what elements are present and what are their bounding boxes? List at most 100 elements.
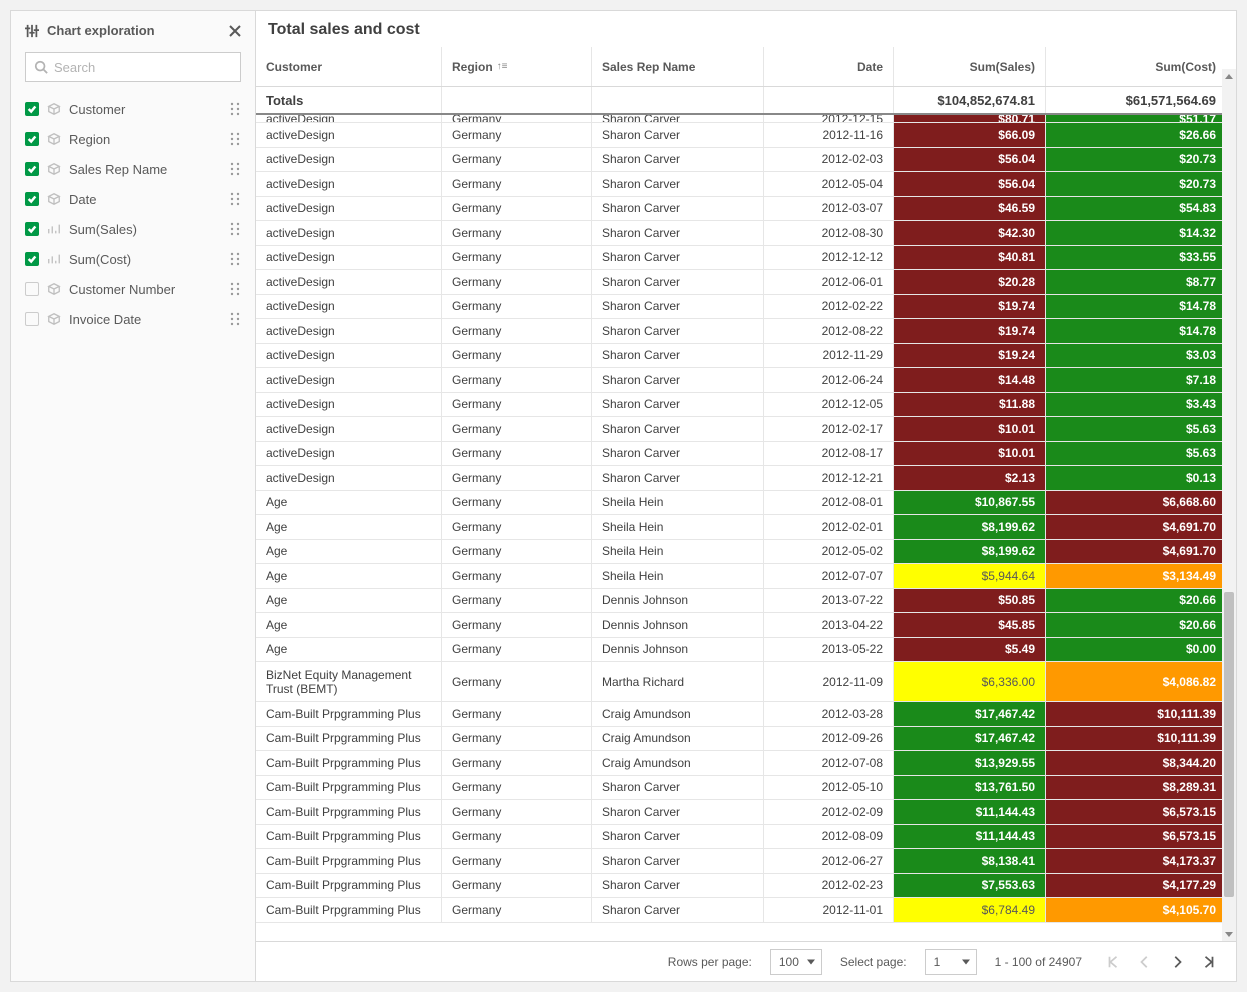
- table-row[interactable]: Cam-Built Prpgramming PlusGermanyCraig A…: [256, 702, 1236, 727]
- col-header-sum-cost[interactable]: Sum(Cost): [1046, 47, 1236, 86]
- col-header-customer[interactable]: Customer: [256, 47, 442, 86]
- cell: $66.09: [894, 123, 1046, 147]
- cell: 2012-11-09: [764, 662, 894, 701]
- table-row[interactable]: AgeGermanySheila Hein2012-05-02$8,199.62…: [256, 540, 1236, 565]
- table-row[interactable]: activeDesignGermanySharon Carver2012-12-…: [256, 246, 1236, 271]
- last-page-button[interactable]: [1196, 949, 1222, 975]
- cell: 2012-12-15: [764, 115, 894, 122]
- field-checkbox[interactable]: [25, 312, 39, 326]
- table-row[interactable]: activeDesignGermanySharon Carver2012-08-…: [256, 442, 1236, 467]
- cell: Age: [256, 564, 442, 588]
- table-row[interactable]: Cam-Built Prpgramming PlusGermanySharon …: [256, 874, 1236, 899]
- table-row[interactable]: AgeGermanyDennis Johnson2013-04-22$45.85…: [256, 613, 1236, 638]
- totals-sales: $104,852,674.81: [894, 87, 1046, 113]
- field-row[interactable]: Sales Rep Name: [25, 154, 241, 184]
- table-body[interactable]: activeDesign Germany Sharon Carver 2012-12-…: [256, 115, 1236, 941]
- first-page-button[interactable]: [1100, 949, 1126, 975]
- field-row[interactable]: Date: [25, 184, 241, 214]
- table-row[interactable]: Cam-Built Prpgramming PlusGermanySharon …: [256, 800, 1236, 825]
- cell: $14.78: [1046, 319, 1236, 343]
- table-row[interactable]: activeDesignGermanySharon Carver2012-11-…: [256, 123, 1236, 148]
- cell: activeDesign: [256, 115, 442, 122]
- drag-handle-icon[interactable]: [229, 252, 241, 266]
- table-row[interactable]: AgeGermanySheila Hein2012-07-07$5,944.64…: [256, 564, 1236, 589]
- col-header-date[interactable]: Date: [764, 47, 894, 86]
- table-row[interactable]: Cam-Built Prpgramming PlusGermanySharon …: [256, 825, 1236, 850]
- table-row[interactable]: activeDesignGermanySharon Carver2012-11-…: [256, 344, 1236, 369]
- cell: 2012-02-22: [764, 295, 894, 319]
- table-row[interactable]: activeDesignGermanySharon Carver2012-05-…: [256, 172, 1236, 197]
- cell: Martha Richard: [592, 662, 764, 701]
- col-header-sum-sales[interactable]: Sum(Sales): [894, 47, 1046, 86]
- prev-page-button[interactable]: [1132, 949, 1158, 975]
- cell: activeDesign: [256, 295, 442, 319]
- next-page-button[interactable]: [1164, 949, 1190, 975]
- field-checkbox[interactable]: [25, 222, 39, 236]
- drag-handle-icon[interactable]: [229, 132, 241, 146]
- field-checkbox[interactable]: [25, 192, 39, 206]
- scroll-down-icon[interactable]: [1222, 927, 1236, 941]
- chart-title: Total sales and cost: [256, 11, 1236, 47]
- drag-handle-icon[interactable]: [229, 222, 241, 236]
- cell: 2012-07-07: [764, 564, 894, 588]
- table-row[interactable]: AgeGermanySheila Hein2012-08-01$10,867.5…: [256, 491, 1236, 516]
- select-page-select[interactable]: 1: [925, 949, 977, 975]
- table-row[interactable]: activeDesignGermanySharon Carver2012-06-…: [256, 368, 1236, 393]
- table-row[interactable]: Cam-Built Prpgramming PlusGermanyCraig A…: [256, 727, 1236, 752]
- field-checkbox[interactable]: [25, 282, 39, 296]
- field-row[interactable]: Customer Number: [25, 274, 241, 304]
- search-input[interactable]: [54, 60, 232, 75]
- field-checkbox[interactable]: [25, 252, 39, 266]
- table-row[interactable]: Cam-Built Prpgramming PlusGermanyCraig A…: [256, 751, 1236, 776]
- cell: Sharon Carver: [592, 270, 764, 294]
- drag-handle-icon[interactable]: [229, 282, 241, 296]
- field-checkbox[interactable]: [25, 132, 39, 146]
- cell: 2012-11-29: [764, 344, 894, 368]
- vertical-scrollbar[interactable]: [1222, 69, 1236, 941]
- rows-per-page-select[interactable]: 100: [770, 949, 822, 975]
- drag-handle-icon[interactable]: [229, 102, 241, 116]
- table-row[interactable]: Cam-Built Prpgramming PlusGermanySharon …: [256, 898, 1236, 923]
- table-row[interactable]: activeDesignGermanySharon Carver2012-06-…: [256, 270, 1236, 295]
- table-row[interactable]: activeDesignGermanySharon Carver2012-08-…: [256, 221, 1236, 246]
- table-row[interactable]: AgeGermanyDennis Johnson2013-05-22$5.49$…: [256, 638, 1236, 663]
- table-row[interactable]: activeDesignGermanySharon Carver2012-02-…: [256, 417, 1236, 442]
- scroll-thumb[interactable]: [1224, 592, 1234, 897]
- table-row[interactable]: Cam-Built Prpgramming PlusGermanySharon …: [256, 776, 1236, 801]
- field-row[interactable]: Customer: [25, 94, 241, 124]
- table-row[interactable]: activeDesignGermanySharon Carver2012-03-…: [256, 197, 1236, 222]
- dimension-icon: [47, 102, 61, 116]
- col-header-region[interactable]: Region↑≡: [442, 47, 592, 86]
- table-row[interactable]: AgeGermanyDennis Johnson2013-07-22$50.85…: [256, 589, 1236, 614]
- table-row[interactable]: AgeGermanySheila Hein2012-02-01$8,199.62…: [256, 515, 1236, 540]
- table-row[interactable]: BizNet Equity Management Trust (BEMT)Ger…: [256, 662, 1236, 702]
- table-row[interactable]: activeDesignGermanySharon Carver2012-08-…: [256, 319, 1236, 344]
- cell: Germany: [442, 540, 592, 564]
- cell: Sharon Carver: [592, 172, 764, 196]
- close-icon[interactable]: [229, 25, 241, 37]
- cell: Cam-Built Prpgramming Plus: [256, 825, 442, 849]
- cell: activeDesign: [256, 442, 442, 466]
- field-row[interactable]: Invoice Date: [25, 304, 241, 334]
- col-header-sales-rep[interactable]: Sales Rep Name: [592, 47, 764, 86]
- scroll-up-icon[interactable]: [1222, 69, 1236, 83]
- cell: Dennis Johnson: [592, 638, 764, 662]
- field-checkbox[interactable]: [25, 162, 39, 176]
- table-row[interactable]: activeDesignGermanySharon Carver2012-02-…: [256, 295, 1236, 320]
- drag-handle-icon[interactable]: [229, 162, 241, 176]
- field-checkbox[interactable]: [25, 102, 39, 116]
- field-row[interactable]: Region: [25, 124, 241, 154]
- table-row[interactable]: activeDesignGermanySharon Carver2012-12-…: [256, 115, 1236, 123]
- search-box[interactable]: [25, 52, 241, 82]
- table-row[interactable]: activeDesignGermanySharon Carver2012-12-…: [256, 466, 1236, 491]
- cell: BizNet Equity Management Trust (BEMT): [256, 662, 442, 701]
- cell: Germany: [442, 221, 592, 245]
- table-row[interactable]: activeDesignGermanySharon Carver2012-02-…: [256, 148, 1236, 173]
- table-row[interactable]: Cam-Built Prpgramming PlusGermanySharon …: [256, 849, 1236, 874]
- drag-handle-icon[interactable]: [229, 192, 241, 206]
- field-row[interactable]: Sum(Sales): [25, 214, 241, 244]
- drag-handle-icon[interactable]: [229, 312, 241, 326]
- field-row[interactable]: Sum(Cost): [25, 244, 241, 274]
- table-row[interactable]: activeDesignGermanySharon Carver2012-12-…: [256, 393, 1236, 418]
- cell: 2012-05-04: [764, 172, 894, 196]
